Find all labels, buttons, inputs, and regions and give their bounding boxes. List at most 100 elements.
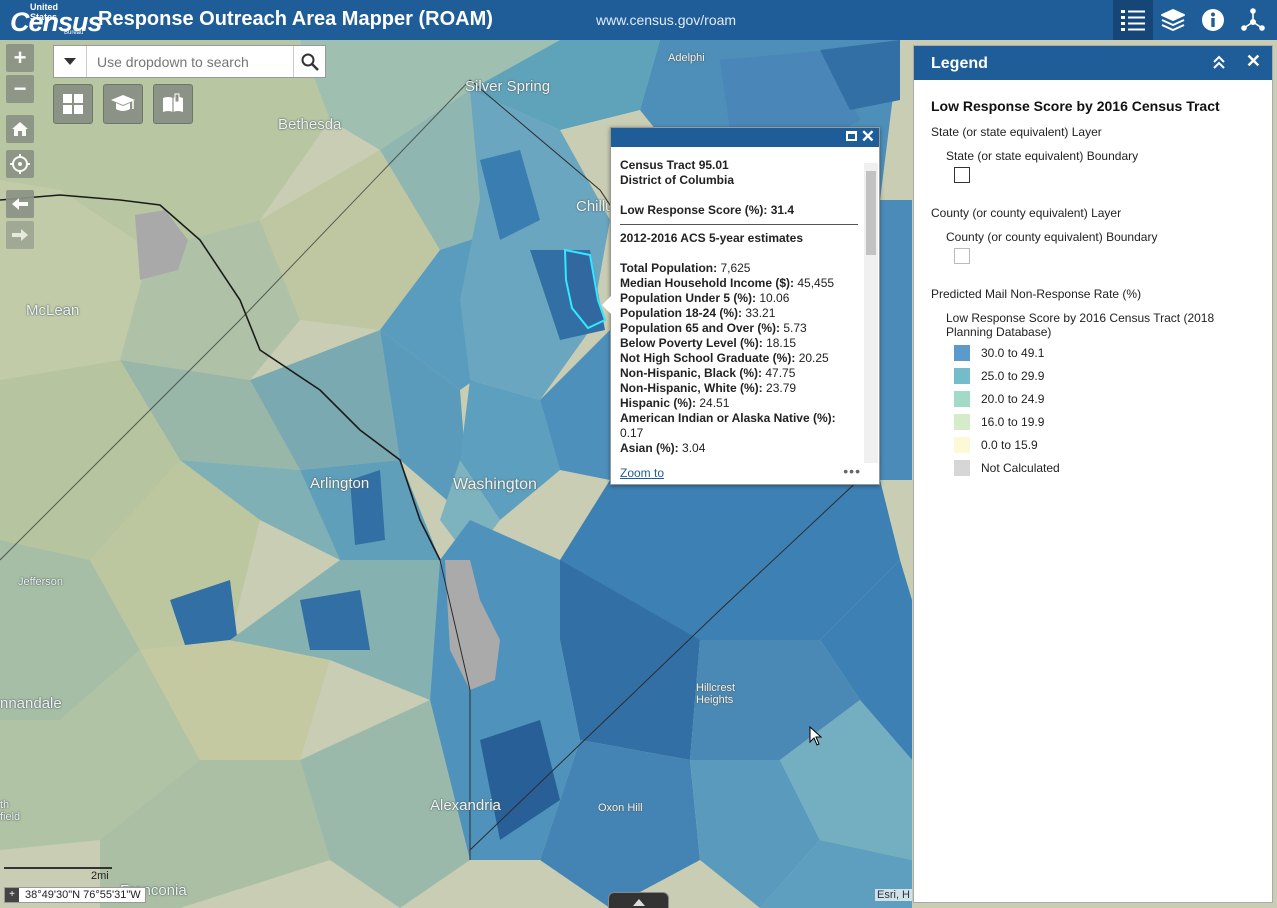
layers-icon — [1161, 9, 1185, 31]
bookmark-button[interactable] — [153, 84, 193, 124]
label-adelphi: Adelphi — [668, 52, 705, 64]
popup-content: Census Tract 95.01 District of Columbia … — [620, 158, 858, 456]
legend-panel: Legend ✕ Low Response Score by 2016 Cens… — [913, 45, 1273, 903]
label-washington: Washington — [453, 476, 537, 493]
label-alexandria: Alexandria — [430, 797, 501, 814]
home-button[interactable] — [6, 115, 34, 143]
caret-up-icon — [632, 899, 645, 906]
caret-down-icon — [64, 57, 76, 65]
popup-divider — [620, 224, 858, 225]
scale-label: 2mi — [91, 870, 109, 882]
legend-swatch — [954, 437, 970, 453]
popup-attribute-row: Below Poverty Level (%): 18.15 — [620, 336, 797, 350]
search-box — [53, 45, 326, 78]
label-springfield-2: field — [0, 811, 21, 823]
legend-header: Legend ✕ — [914, 46, 1272, 80]
label-arlington: Arlington — [310, 475, 370, 492]
popup-attribute-row: Population 65 and Over (%): 5.73 — [620, 321, 807, 335]
scalebar: 2mi — [4, 863, 112, 883]
app-title: Response Outreach Area Mapper (ROAM) — [98, 8, 493, 30]
search-dropdown-button[interactable] — [54, 46, 87, 77]
state-boundary-swatch — [954, 167, 970, 183]
legend-list-button[interactable] — [1113, 0, 1153, 40]
popup-attribute-row: Non-Hispanic, White (%): 23.79 — [620, 381, 797, 395]
popup-attribute-row: Not High School Graduate (%): 20.25 — [620, 351, 829, 365]
previous-extent-button[interactable] — [6, 190, 34, 218]
share-button[interactable] — [1233, 0, 1273, 40]
zoom-in-button[interactable]: + — [6, 44, 34, 72]
scale-line — [4, 867, 112, 869]
basemap-gallery-button[interactable] — [53, 84, 93, 124]
popup-acs-heading: 2012-2016 ACS 5-year estimates — [620, 231, 804, 245]
legend-swatch — [954, 414, 970, 430]
home-icon — [12, 122, 28, 136]
legend-swatch — [954, 345, 970, 361]
label-chillum: Chillu — [576, 198, 614, 215]
popup-scrollbar[interactable] — [864, 163, 878, 463]
legend-class-label: 16.0 to 19.9 — [981, 415, 1045, 429]
legend-main-heading: Low Response Score by 2016 Census Tract — [931, 98, 1220, 114]
zoom-out-button[interactable]: − — [6, 75, 34, 103]
education-button[interactable] — [103, 84, 143, 124]
legend-swatch — [954, 368, 970, 384]
search-button[interactable] — [293, 46, 325, 77]
legend-class-label: 0.0 to 15.9 — [981, 438, 1038, 452]
popup-close-button[interactable]: ✕ — [860, 127, 875, 146]
bottom-panel-toggle[interactable] — [608, 892, 669, 908]
arrow-right-icon — [12, 229, 28, 241]
popup-attribute-list: Total Population: 7,625 Median Household … — [620, 261, 858, 456]
locate-icon — [10, 154, 30, 174]
legend-collapse-button[interactable] — [1211, 54, 1227, 70]
label-annandale: nnandale — [0, 695, 62, 712]
county-boundary-swatch — [954, 248, 970, 264]
next-extent-button[interactable] — [6, 221, 34, 249]
coordinate-toggle-button[interactable]: + — [5, 888, 19, 902]
legend-state-layer: State (or state equivalent) Layer — [931, 125, 1102, 139]
label-silver-spring: Silver Spring — [465, 78, 551, 95]
popup-maximize-button[interactable] — [846, 131, 857, 141]
grid-icon — [63, 94, 83, 114]
legend-predicted-sub: Low Response Score by 2016 Census Tract … — [946, 311, 1215, 339]
popup-attribute-row: Total Population: 7,625 — [620, 261, 751, 275]
legend-swatch — [954, 391, 970, 407]
legend-state-boundary: State (or state equivalent) Boundary — [946, 149, 1139, 163]
label-jefferson: Jefferson — [18, 576, 64, 588]
popup-tract-name: Census Tract 95.01 — [620, 158, 729, 172]
search-icon — [301, 53, 319, 71]
app-url[interactable]: www.census.gov/roam — [596, 12, 737, 28]
map-view[interactable]: Silver Spring Adelphi Bethesda Chillu Mc… — [0, 40, 1277, 908]
arrow-left-icon — [12, 198, 28, 210]
mouse-cursor — [809, 725, 823, 751]
popup-low-response: Low Response Score (%): 31.4 — [620, 203, 795, 217]
legend-close-button[interactable]: ✕ — [1245, 51, 1261, 71]
label-springfield-1: th — [0, 799, 10, 811]
popup-attribute-row: American Indian or Alaska Native (%): 0.… — [620, 411, 836, 440]
popup-more-button[interactable]: ••• — [843, 463, 861, 479]
double-chevron-up-icon — [1213, 55, 1225, 69]
popup-attribute-row: Asian (%): 3.04 — [620, 441, 706, 455]
info-button[interactable] — [1193, 0, 1233, 40]
layers-button[interactable] — [1153, 0, 1193, 40]
popup-title-bar: ✕ — [611, 127, 879, 147]
legend-county-layer: County (or county equivalent) Layer — [931, 206, 1122, 220]
popup-pointer — [602, 295, 612, 315]
popup-state-name: District of Columbia — [620, 173, 735, 187]
list-icon — [1121, 10, 1145, 31]
locate-button[interactable] — [6, 150, 34, 178]
legend-class-label: 20.0 to 24.9 — [981, 392, 1045, 406]
graduation-cap-icon — [111, 95, 135, 111]
info-icon — [1202, 9, 1224, 31]
popup-zoom-to-link[interactable]: Zoom to — [620, 466, 665, 480]
search-input[interactable] — [87, 46, 293, 77]
census-logo[interactable]: United States Census Bureau — [10, 2, 103, 37]
popup-scroll-thumb[interactable] — [866, 171, 876, 255]
share-icon — [1241, 8, 1265, 31]
label-hillcrest-heights: Hillcrest Heights — [696, 682, 736, 706]
popup-attribute-row: Median Household Income ($): 45,455 — [620, 276, 835, 290]
label-mclean: McLean — [26, 302, 80, 319]
legend-county-boundary: County (or county equivalent) Boundary — [946, 230, 1158, 244]
legend-class-label: Not Calculated — [981, 461, 1060, 475]
map-attribution: Esri, H — [875, 889, 912, 901]
popup-attribute-row: Population 18-24 (%): 33.21 — [620, 306, 776, 320]
